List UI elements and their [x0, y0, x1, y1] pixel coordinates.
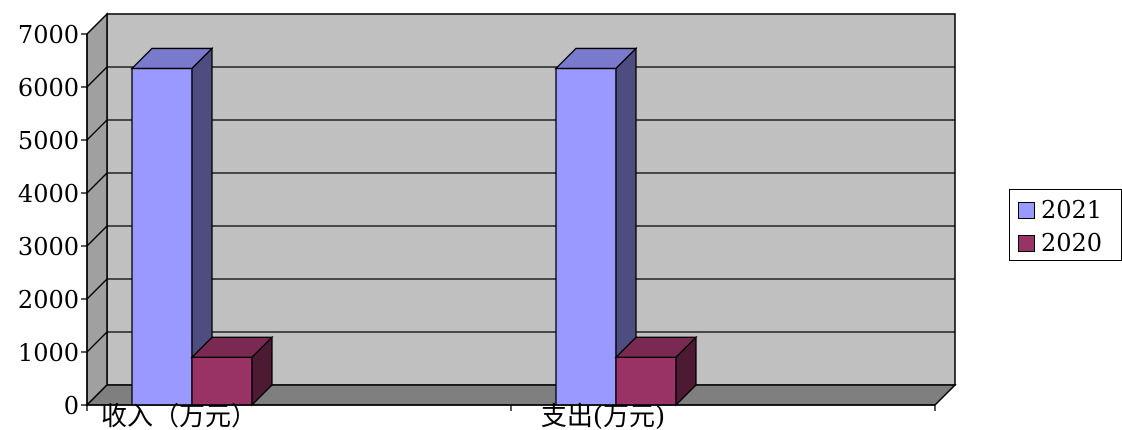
legend-swatch-2020: [1018, 234, 1035, 252]
gridline-side: [86, 278, 108, 300]
bar-front: [615, 356, 677, 406]
y-tick-label: 7000: [18, 21, 79, 49]
bar-front: [191, 356, 253, 406]
x-category-label: 支出(万元): [541, 402, 665, 430]
y-tick-label: 5000: [18, 127, 79, 155]
bar-front: [131, 67, 193, 406]
y-tick-label: 6000: [18, 74, 79, 102]
bars: [130, 46, 698, 407]
legend-label-2020: 2020: [1041, 229, 1103, 257]
x-axis: 收入（万元） 支出(万元): [86, 402, 936, 430]
y-tick-label: 2000: [18, 286, 79, 314]
bar-front: [555, 67, 617, 406]
y-axis: 0 1000 2000 3000 4000 5000 6000 7000: [18, 21, 88, 420]
bar-2020-0: [190, 335, 274, 407]
y-tick-label: 1000: [18, 339, 79, 367]
plot-side-wall: [86, 12, 108, 407]
bar-side: [675, 335, 697, 407]
y-tick-label: 3000: [18, 233, 79, 261]
bar-side: [251, 335, 273, 407]
legend-item-2021: 2021: [1018, 195, 1102, 225]
gridline-side: [86, 225, 108, 247]
bar-2020-1: [614, 335, 698, 407]
gridline-side: [86, 172, 108, 194]
bar-2021-1: [554, 46, 638, 407]
legend-swatch-2021: [1018, 201, 1035, 219]
gridline-side: [86, 66, 108, 88]
gridline-side: [86, 331, 108, 353]
gridline-side: [86, 119, 108, 141]
bar-2021-0: [130, 46, 214, 407]
plot-back-wall: [106, 13, 956, 386]
legend-label-2021: 2021: [1041, 196, 1103, 224]
legend-item-2020: 2020: [1018, 228, 1102, 258]
legend: 2021 2020: [1009, 189, 1122, 261]
gridlines: [86, 66, 955, 353]
y-tick-label: 0: [64, 392, 79, 420]
y-tick-label: 4000: [18, 180, 79, 208]
x-category-label: 收入（万元）: [101, 402, 257, 430]
